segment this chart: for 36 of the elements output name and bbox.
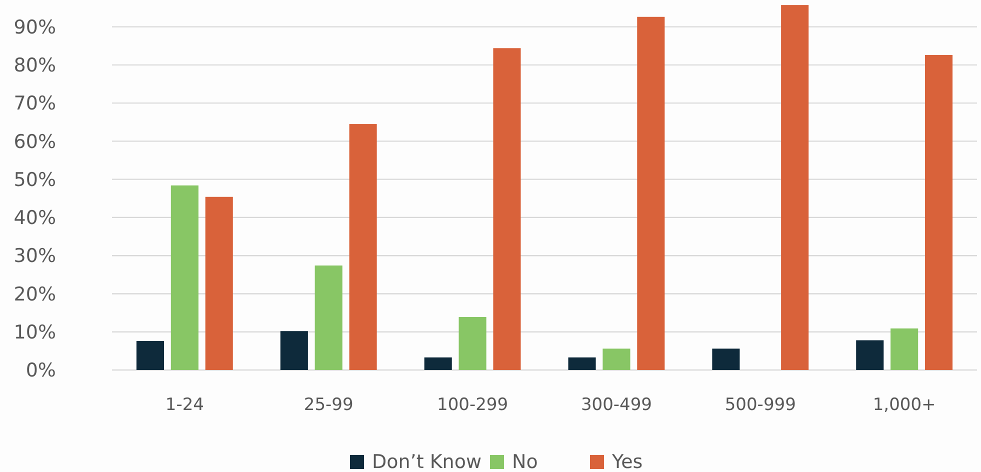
legend-label: Yes [611, 451, 643, 472]
y-tick-label: 0% [26, 360, 56, 382]
x-tick-label: 300-499 [580, 395, 652, 415]
bar [712, 348, 740, 370]
y-tick-label: 70% [14, 92, 56, 115]
y-tick-label: 80% [14, 54, 56, 77]
x-tick-label: 100-299 [437, 395, 508, 415]
bar [349, 124, 377, 370]
y-tick-label: 90% [14, 16, 56, 38]
y-tick-label: 30% [14, 245, 56, 268]
bar [205, 196, 233, 370]
y-tick-label: 40% [14, 207, 56, 230]
bar [170, 185, 198, 370]
bar [568, 357, 596, 370]
bar [924, 55, 953, 370]
x-tick-label: 1,000+ [872, 395, 936, 415]
y-tick-label: 50% [14, 168, 56, 191]
legend-label: Don’t Know [372, 451, 482, 472]
y-tick-label: 20% [14, 283, 56, 306]
bar [637, 16, 665, 370]
bar [424, 357, 452, 370]
bar [781, 5, 809, 370]
bar [493, 48, 521, 370]
legend-label: No [512, 451, 538, 472]
bar [314, 266, 342, 370]
bar [136, 341, 164, 370]
bar [280, 331, 308, 370]
x-tick-label: 1-24 [165, 395, 204, 415]
bar [856, 340, 884, 370]
bar [890, 328, 918, 370]
y-tick-label: 60% [14, 130, 56, 153]
bar [458, 316, 486, 370]
x-tick-label: 500-999 [724, 395, 796, 415]
x-tick-label: 25-99 [304, 395, 354, 415]
y-tick-label: 10% [14, 322, 56, 344]
bar [602, 348, 630, 370]
